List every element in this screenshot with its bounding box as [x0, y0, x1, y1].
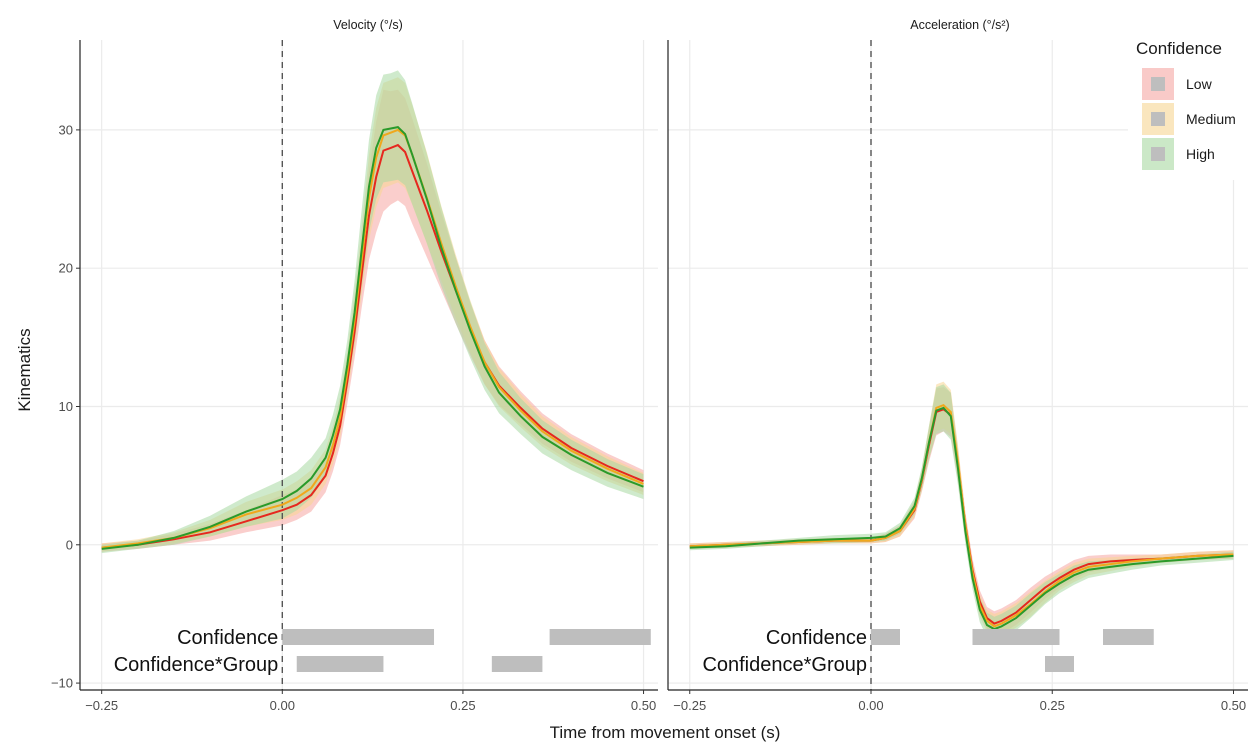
velocity-sig-bar: [296, 656, 384, 672]
acceleration-sig-label: Confidence*Group: [702, 654, 867, 676]
x-axis-title: Time from movement onset (s): [550, 723, 781, 742]
legend-key-swatch: [1151, 77, 1165, 91]
velocity-strip-label: Velocity (°/s): [333, 18, 403, 32]
velocity-line-medium: [101, 128, 644, 549]
acceleration-sig-label: Confidence: [766, 627, 867, 649]
y-axis-title: Kinematics: [15, 328, 34, 411]
legend-key-swatch: [1151, 147, 1165, 161]
velocity-x-tick-label: 0.50: [631, 698, 656, 713]
acceleration-sig-bar: [1103, 629, 1154, 645]
velocity-sig-bar: [282, 629, 435, 645]
y-tick-label: 20: [59, 261, 73, 276]
legend-title: Confidence: [1136, 39, 1222, 58]
acceleration-x-tick-label: 0.50: [1221, 698, 1246, 713]
velocity-x-tick-label: 0.00: [270, 698, 295, 713]
acceleration-x-tick-label: 0.00: [858, 698, 883, 713]
velocity-x-tick-label: −0.25: [85, 698, 118, 713]
acceleration-strip-label: Acceleration (°/s²): [910, 18, 1009, 32]
y-tick-label: 10: [59, 399, 73, 414]
acceleration-sig-bar: [972, 629, 1060, 645]
velocity-panel: Confidence Confidence*Group −0.25 0.00 0.25 0…: [51, 40, 658, 713]
velocity-line-high: [101, 126, 644, 550]
velocity-sig-label: Confidence*Group: [114, 654, 279, 676]
velocity-x-tick-label: 0.25: [450, 698, 475, 713]
legend-label-medium: Medium: [1186, 111, 1236, 127]
acceleration-x-tick-label: −0.25: [673, 698, 706, 713]
velocity-sig-bar: [549, 629, 651, 645]
velocity-sig-label: Confidence: [177, 627, 278, 649]
legend: Confidence Low Medium High: [1128, 30, 1248, 180]
velocity-sig-bar: [491, 656, 543, 672]
acceleration-sig-bar: [871, 629, 900, 645]
y-tick-label: 0: [66, 537, 73, 552]
acceleration-line-high: [689, 406, 1234, 631]
acceleration-sig-bar: [1045, 656, 1074, 672]
legend-label-low: Low: [1186, 76, 1213, 92]
acceleration-x-tick-label: 0.25: [1040, 698, 1065, 713]
y-tick-label: −10: [51, 676, 73, 691]
legend-label-high: High: [1186, 146, 1215, 162]
y-tick-label: 30: [59, 122, 73, 137]
legend-key-swatch: [1151, 112, 1165, 126]
acceleration-ribbon-high: [689, 384, 1234, 642]
